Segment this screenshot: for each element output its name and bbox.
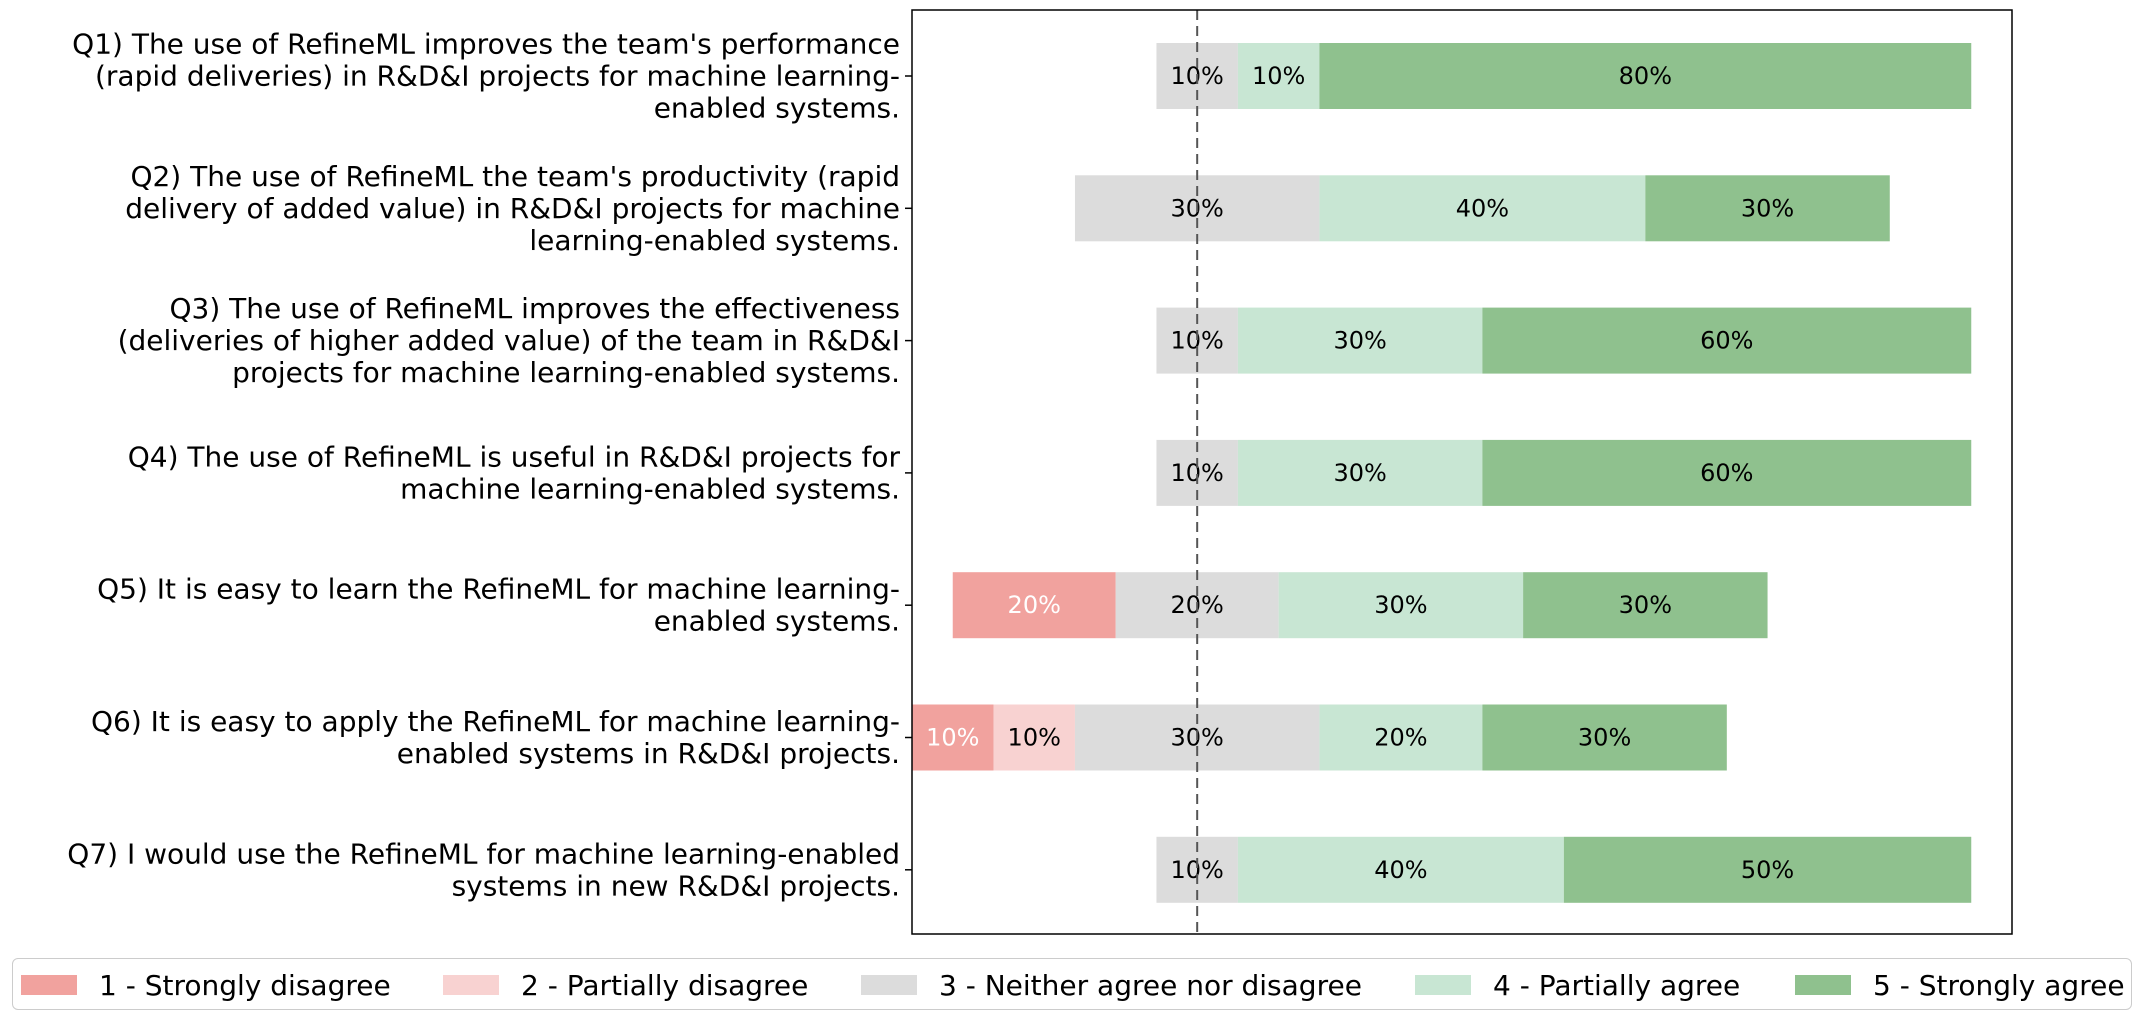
bars-layer: 10% 10% 80%30% 40% 30%10% 30% 60%10% 30% 60%20% 2… [912,43,1972,903]
y-tick-label-line: enabled systems in R&D&I projects. [397,737,900,770]
legend-label-3: 3 - Neither agree nor disagree [939,968,1362,1002]
y-tick-label-line: systems in new R&D&I projects. [452,869,900,902]
bar-label-q1-s4: 10% [1252,62,1305,90]
bar-segment-q4-s4 [1237,439,1483,506]
y-tick-label-q5: Q5) It is easy to learn the RefineML for… [97,573,900,638]
y-tick-label-line: delivery of added value) in R&D&I projec… [125,192,900,225]
legend-item-2: 2 - Partially disagree [443,959,808,1011]
bar-label-q6-s1: 10% [926,724,979,752]
bar-segment-q6-s5 [1482,704,1727,771]
legend-swatch-5 [1795,975,1851,995]
y-tick-label-line: Q2) The use of RefineML the team's produ… [130,160,900,193]
legend: 1 - Strongly disagree 2 - Partially disag… [12,958,2132,1010]
bar-label-q5-s5: 30% [1619,591,1672,619]
y-tick-label-line: enabled systems. [654,605,900,638]
legend-swatch-3 [861,975,917,995]
legend-label-1: 1 - Strongly disagree [99,968,391,1002]
bar-segment-q1-s5 [1319,43,1972,109]
y-tick-label-line: learning-enabled systems. [529,224,900,257]
bar-segment-q6-s2 [993,704,1075,771]
y-tick-label-q4: Q4) The use of RefineML is useful in R&D… [128,440,901,505]
y-tick-label-line: (deliveries of higher added value) of th… [118,324,900,357]
y-tick-label-q7: Q7) I would use the RefineML for machine… [67,837,900,902]
y-tick-label-line: Q4) The use of RefineML is useful in R&D… [128,440,901,473]
bar-segment-q3-s4 [1237,307,1483,374]
bar-label-q3-s4: 30% [1333,327,1386,355]
bar-label-q2-s4: 40% [1456,194,1509,222]
y-tick-label-q1: Q1) The use of RefineML improves the tea… [72,28,900,125]
y-ticks-layer [905,75,912,871]
y-tick-label-line: Q3) The use of RefineML improves the eff… [169,292,900,325]
bar-label-q4-s4: 30% [1333,459,1386,487]
bar-label-q4-s5: 60% [1700,459,1753,487]
y-tick-label-line: Q7) I would use the RefineML for machine… [67,837,900,870]
plot-frame [911,9,2013,935]
bar-segment-q5-s4 [1278,572,1524,639]
y-tick-label-line: projects for machine learning-enabled sy… [232,356,900,389]
bar-label-q2-s5: 30% [1741,194,1794,222]
y-tick-label-line: enabled systems. [654,92,900,125]
bar-label-q7-s4: 40% [1374,856,1427,884]
legend-item-5: 5 - Strongly agree [1795,959,2125,1011]
bar-label-q5-s4: 30% [1374,591,1427,619]
y-tick-label-line: Q5) It is easy to learn the RefineML for… [97,573,900,606]
bar-segment-q2-s4 [1319,175,1646,242]
legend-label-2: 2 - Partially disagree [521,968,809,1002]
legend-swatch-1 [21,975,77,995]
bar-label-q6-s2: 10% [1008,724,1061,752]
legend-label-5: 5 - Strongly agree [1873,968,2125,1002]
y-tick-label-q6: Q6) It is easy to apply the RefineML for… [91,705,900,770]
legend-swatch-2 [443,975,499,995]
y-labels-layer: Q1) The use of RefineML improves the tea… [67,28,900,903]
bar-segment-q6-s4 [1319,704,1483,771]
bar-segment-q5-s1 [952,572,1116,639]
bar-segment-q5-s5 [1523,572,1768,639]
legend-swatch-4 [1415,975,1471,995]
y-tick-label-line: Q6) It is easy to apply the RefineML for… [91,705,900,738]
bar-segment-q3-s5 [1482,307,1972,374]
bar-label-q6-s4: 20% [1374,724,1427,752]
bar-label-q7-s5: 50% [1741,856,1794,884]
bar-label-q1-s5: 80% [1619,62,1672,90]
legend-item-1: 1 - Strongly disagree [21,959,391,1011]
bar-segment-q1-s4 [1237,43,1320,109]
y-tick-label-line: machine learning-enabled systems. [400,472,900,505]
legend-item-3: 3 - Neither agree nor disagree [861,959,1362,1011]
bar-segment-q2-s5 [1645,175,1890,242]
legend-label-4: 4 - Partially agree [1493,968,1741,1002]
y-tick-label-line: (rapid deliveries) in R&D&I projects for… [95,60,900,93]
bar-segment-q7-s4 [1237,836,1564,903]
bar-segment-q4-s5 [1482,439,1972,506]
bar-segment-q7-s5 [1563,836,1972,903]
y-tick-label-line: Q1) The use of RefineML improves the tea… [72,28,900,61]
bar-label-q6-s5: 30% [1578,724,1631,752]
y-tick-label-q3: Q3) The use of RefineML improves the eff… [118,292,900,389]
bar-label-q3-s5: 60% [1700,327,1753,355]
bar-segment-q6-s1 [912,704,994,771]
y-tick-label-q2: Q2) The use of RefineML the team's produ… [125,160,900,257]
legend-item-4: 4 - Partially agree [1415,959,1740,1011]
bar-label-q5-s1: 20% [1008,591,1061,619]
